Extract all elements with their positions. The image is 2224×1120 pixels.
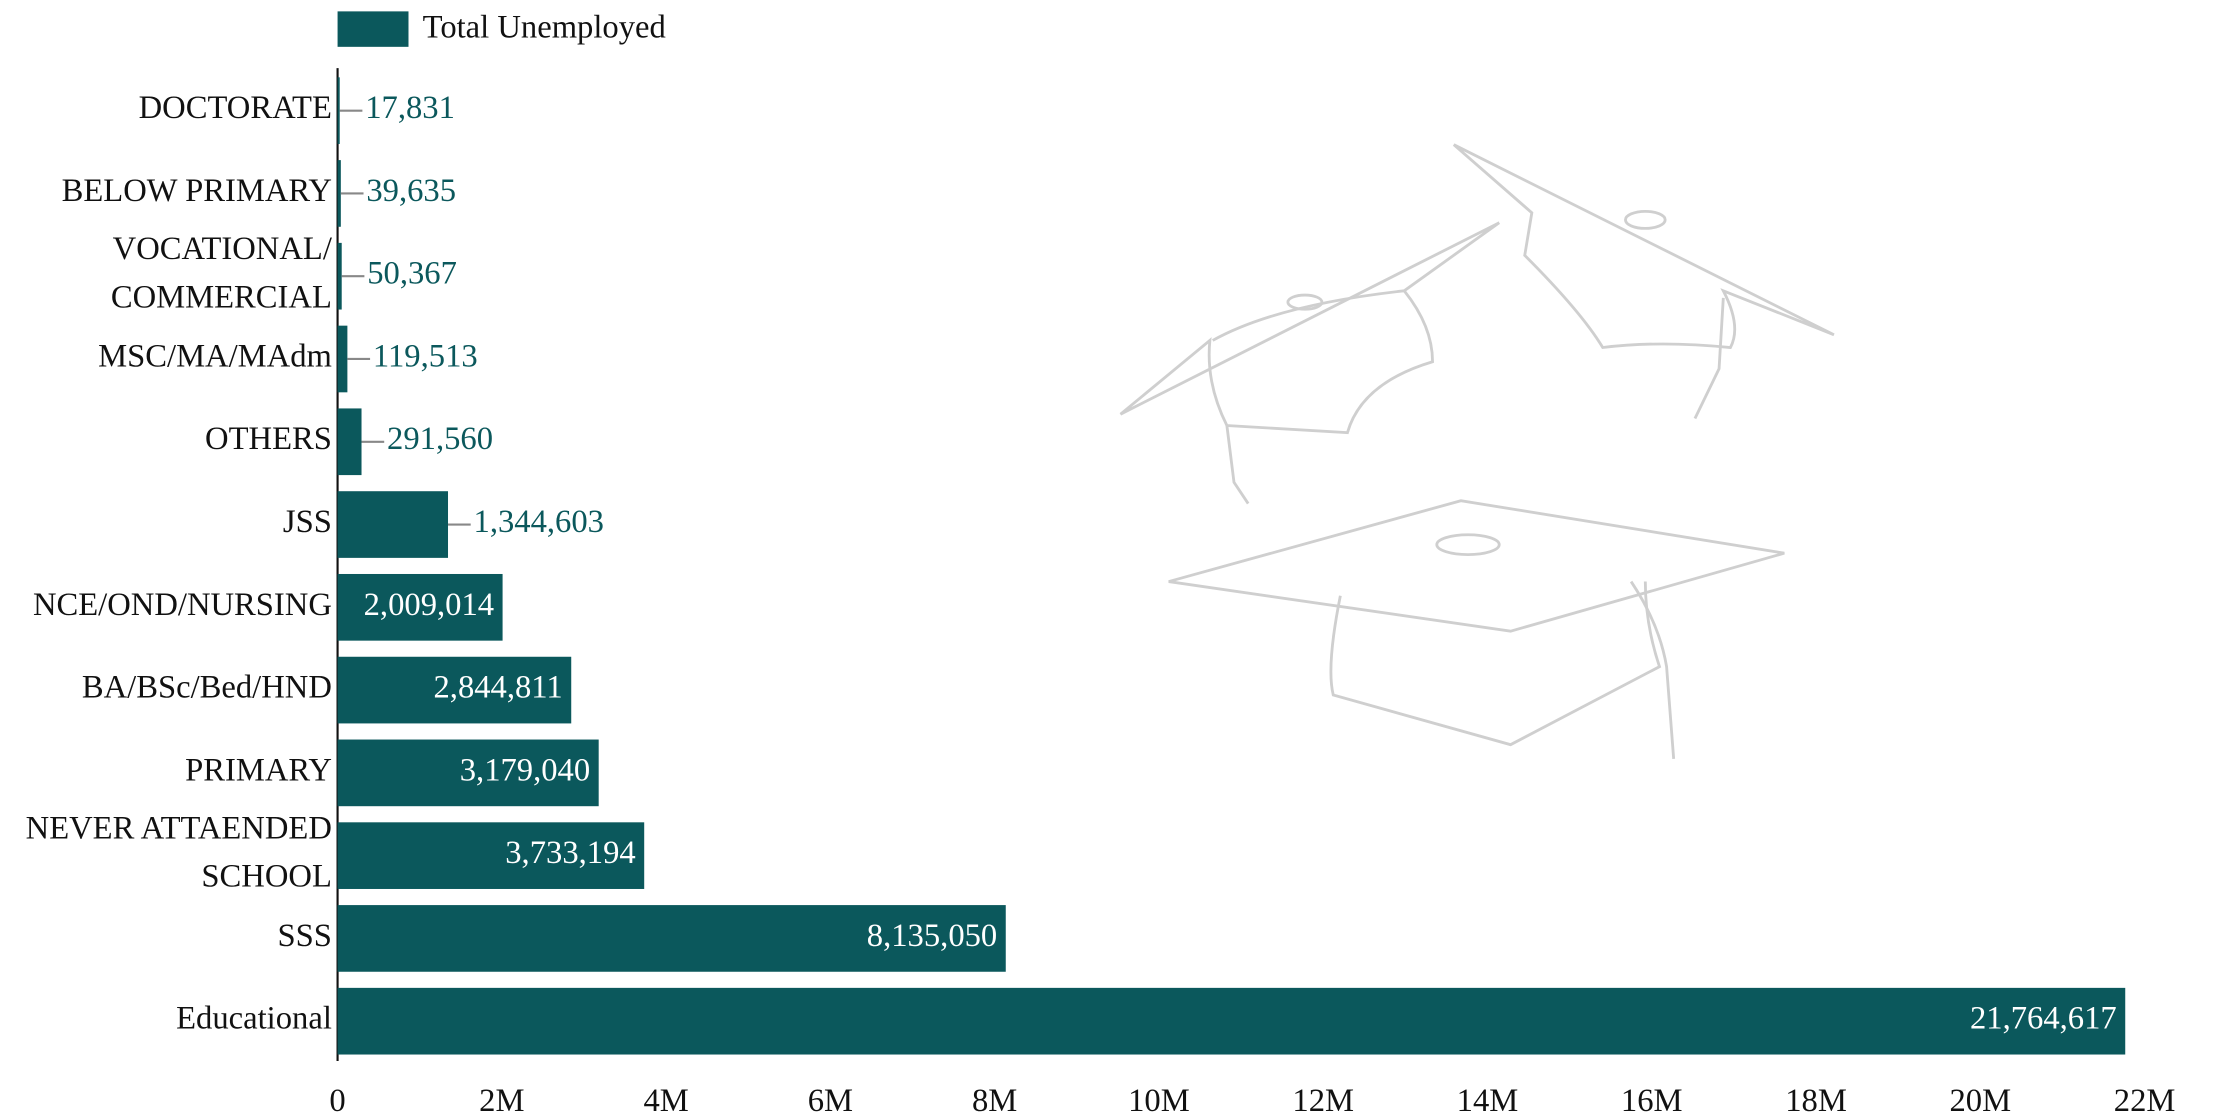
y-tick-label: DOCTORATE	[139, 90, 332, 126]
x-tick-label: 12M	[1292, 1083, 1354, 1119]
bar	[337, 408, 362, 476]
bar	[337, 573, 503, 641]
y-tick-label: NCE/OND/NURSING	[33, 587, 332, 623]
x-tick-label: 18M	[1785, 1083, 1847, 1119]
x-tick-label: 16M	[1621, 1083, 1683, 1119]
data-label: 21,764,617	[1970, 1001, 2117, 1037]
data-label: 8,135,050	[867, 918, 997, 954]
y-tick-label: BELOW PRIMARY	[62, 173, 332, 209]
data-label: 17,831	[365, 90, 455, 126]
x-tick-label: 8M	[972, 1083, 1017, 1119]
data-label: 39,635	[366, 173, 456, 209]
data-label: 3,179,040	[460, 752, 590, 788]
y-tick-label: VOCATIONAL/COMMERCIAL	[111, 232, 333, 316]
legend-swatch	[337, 11, 409, 47]
x-tick-label: 20M	[1949, 1083, 2011, 1119]
bar	[337, 77, 340, 144]
data-label: 291,560	[387, 421, 493, 457]
x-tick-label: 14M	[1457, 1083, 1519, 1119]
bar	[337, 242, 342, 310]
data-label: 50,367	[367, 256, 457, 292]
data-label: 2,009,014	[364, 587, 494, 623]
y-tick-label: OTHERS	[205, 421, 332, 457]
x-tick-label: 2M	[479, 1083, 524, 1119]
legend-label: Total Unemployed	[423, 9, 666, 45]
bar	[337, 491, 449, 558]
decoration	[1119, 143, 1835, 759]
y-tick-label: PRIMARY	[185, 752, 332, 788]
x-tick-label: 0	[329, 1083, 345, 1119]
y-tick-label: BA/BSc/Bed/HND	[82, 670, 332, 706]
x-tick-label: 22M	[2114, 1083, 2176, 1119]
y-tick-label: MSC/MA/MAdm	[98, 338, 332, 374]
y-tick-label: SSS	[277, 918, 331, 954]
bar	[337, 905, 1006, 972]
y-tick-label: Educational	[176, 1001, 332, 1037]
y-tick-label: JSS	[283, 504, 332, 540]
bar	[337, 739, 599, 807]
bar	[337, 160, 341, 227]
x-tick-label: 10M	[1128, 1083, 1190, 1119]
bar	[337, 822, 645, 889]
x-tick-label: 6M	[808, 1083, 853, 1119]
data-label: 2,844,811	[433, 670, 562, 706]
bar	[337, 656, 572, 724]
y-tick-label: NEVER ATTAENDED SCHOOL	[26, 811, 332, 895]
data-label: 119,513	[373, 338, 478, 374]
x-tick-label: 4M	[643, 1083, 688, 1119]
data-label: 3,733,194	[505, 835, 635, 871]
data-label: 1,344,603	[474, 504, 604, 540]
bar	[337, 987, 2126, 1055]
bar	[337, 325, 348, 393]
